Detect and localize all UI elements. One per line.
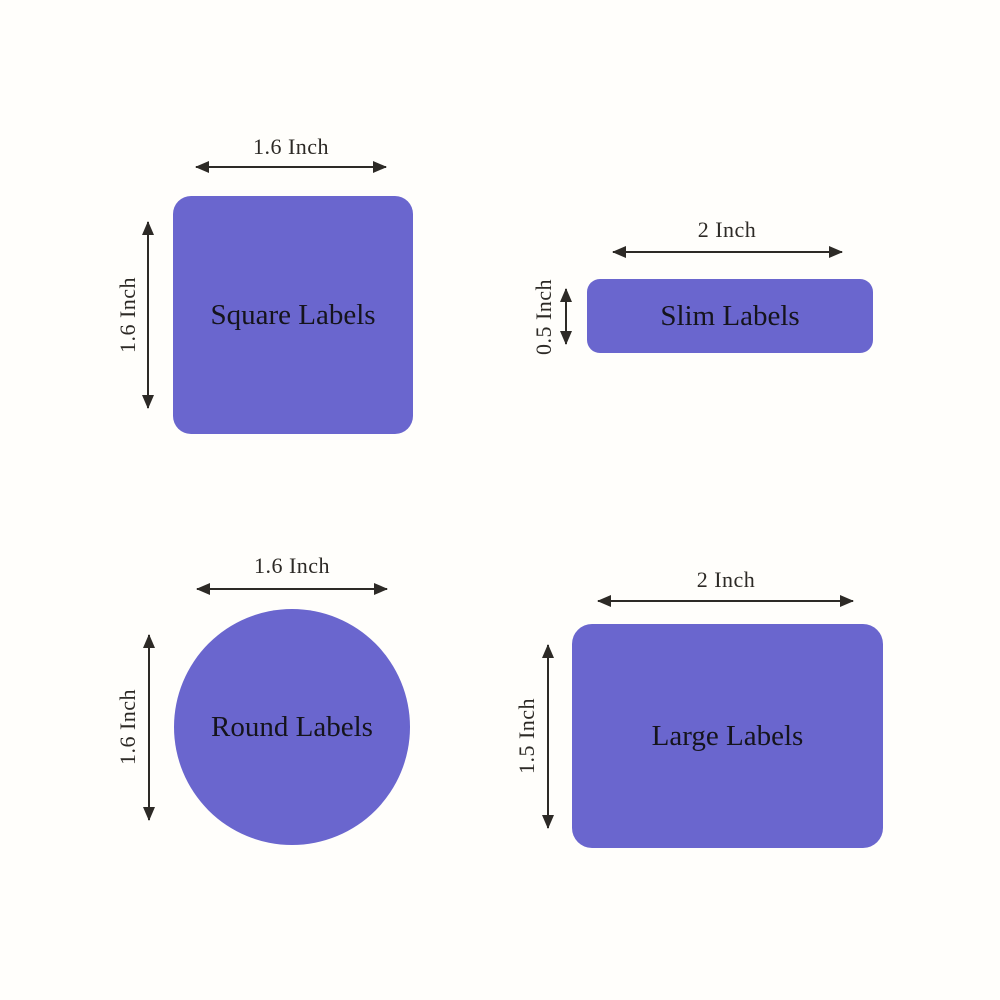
large-width-arrow <box>598 600 853 602</box>
large-height-arrow <box>547 645 549 828</box>
slim-height-arrow <box>565 289 567 344</box>
slim-label-text: Slim Labels <box>660 299 800 332</box>
round-label-text: Round Labels <box>211 710 373 743</box>
slim-width-dimension-label: 2 Inch <box>697 217 757 242</box>
square-width-arrow <box>196 166 386 168</box>
square-label-text: Square Labels <box>210 298 376 331</box>
large-label-text: Large Labels <box>651 719 804 752</box>
square-height-dimension-label: 1.6 Inch <box>115 276 140 354</box>
slim-label-shape: Slim Labels <box>587 279 873 353</box>
slim-width-arrow <box>613 251 842 253</box>
round-width-arrow <box>197 588 387 590</box>
large-height-dimension-label: 1.5 Inch <box>514 697 539 775</box>
square-width-dimension-label: 1.6 Inch <box>252 134 330 159</box>
slim-height-dimension-label: 0.5 Inch <box>531 278 556 356</box>
round-height-arrow <box>148 635 150 820</box>
large-label-shape: Large Labels <box>572 624 883 848</box>
square-label-shape: Square Labels <box>173 196 413 434</box>
round-width-dimension-label: 1.6 Inch <box>253 553 331 578</box>
large-width-dimension-label: 2 Inch <box>696 567 756 592</box>
round-label-shape: Round Labels <box>174 609 410 845</box>
square-height-arrow <box>147 222 149 408</box>
round-height-dimension-label: 1.6 Inch <box>115 688 140 766</box>
